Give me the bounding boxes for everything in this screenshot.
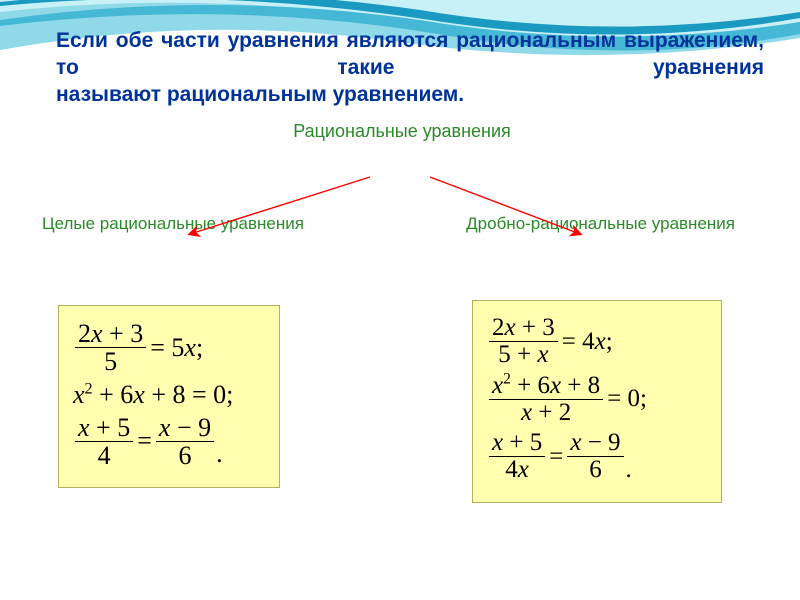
left-eq1: 2x + 3 5 = 5x; bbox=[73, 320, 265, 376]
root-title: Рациональные уравнения bbox=[48, 121, 756, 142]
left-eq2: x2 + 6x + 8 = 0; bbox=[73, 380, 265, 410]
branch-right-title: Дробно-рациональные уравнения bbox=[466, 214, 735, 234]
definition-text: Если обе части уравнения являются рацион… bbox=[56, 28, 764, 109]
branch-left-title: Целые рациональные уравнения bbox=[42, 214, 304, 234]
definition-main: Если обе части уравнения являются рацион… bbox=[56, 29, 764, 79]
right-eq3: x + 5 4x = x − 9 6 . bbox=[487, 430, 707, 484]
branches-row: Целые рациональные уравнения Дробно-раци… bbox=[56, 214, 764, 234]
right-eq1: 2x + 3 5 + x = 4x; bbox=[487, 315, 707, 369]
equations-right-box: 2x + 3 5 + x = 4x; x2 + 6x + 8 x + 2 = 0… bbox=[472, 300, 722, 503]
definition-last-line: называют рациональным уравнением. bbox=[56, 82, 764, 109]
left-eq3: x + 5 4 = x − 9 6 . bbox=[73, 414, 265, 470]
right-eq2: x2 + 6x + 8 x + 2 = 0; bbox=[487, 373, 707, 427]
equations-left-box: 2x + 3 5 = 5x; x2 + 6x + 8 = 0; x + 5 4 … bbox=[58, 305, 280, 488]
